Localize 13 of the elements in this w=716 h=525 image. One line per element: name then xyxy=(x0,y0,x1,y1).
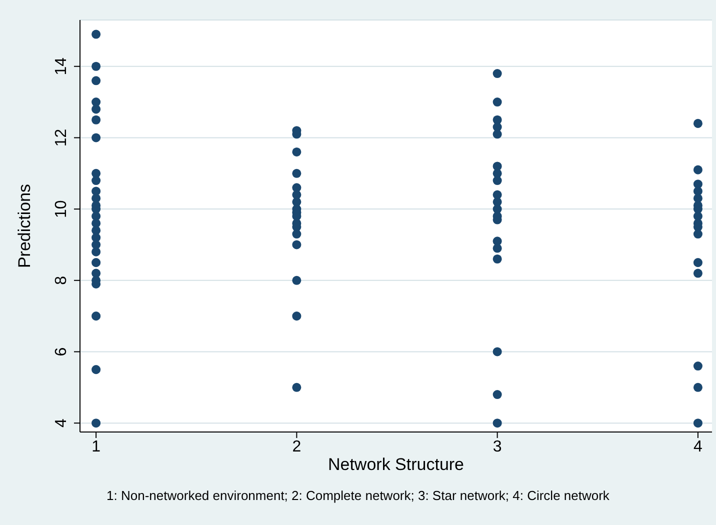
y-tick-label: 8 xyxy=(53,276,70,285)
y-tick-label: 10 xyxy=(53,200,70,218)
y-tick-label: 4 xyxy=(53,418,70,428)
x-tick-label: 3 xyxy=(492,438,502,456)
x-axis-title: Network Structure xyxy=(328,455,464,474)
y-tick-label: 6 xyxy=(53,347,70,356)
x-tick-label: 4 xyxy=(694,438,702,456)
x-tick-label: 1 xyxy=(92,438,101,456)
x-tick-label: 2 xyxy=(292,438,302,456)
y-tick-label: 12 xyxy=(53,128,70,147)
y-axis-title: Predictions xyxy=(15,184,34,268)
y-tick-label: 14 xyxy=(53,57,70,76)
text: 1: Non-networked environment; 2: Complete network; 3: Star network; 4: Circle network xyxy=(106,488,610,503)
